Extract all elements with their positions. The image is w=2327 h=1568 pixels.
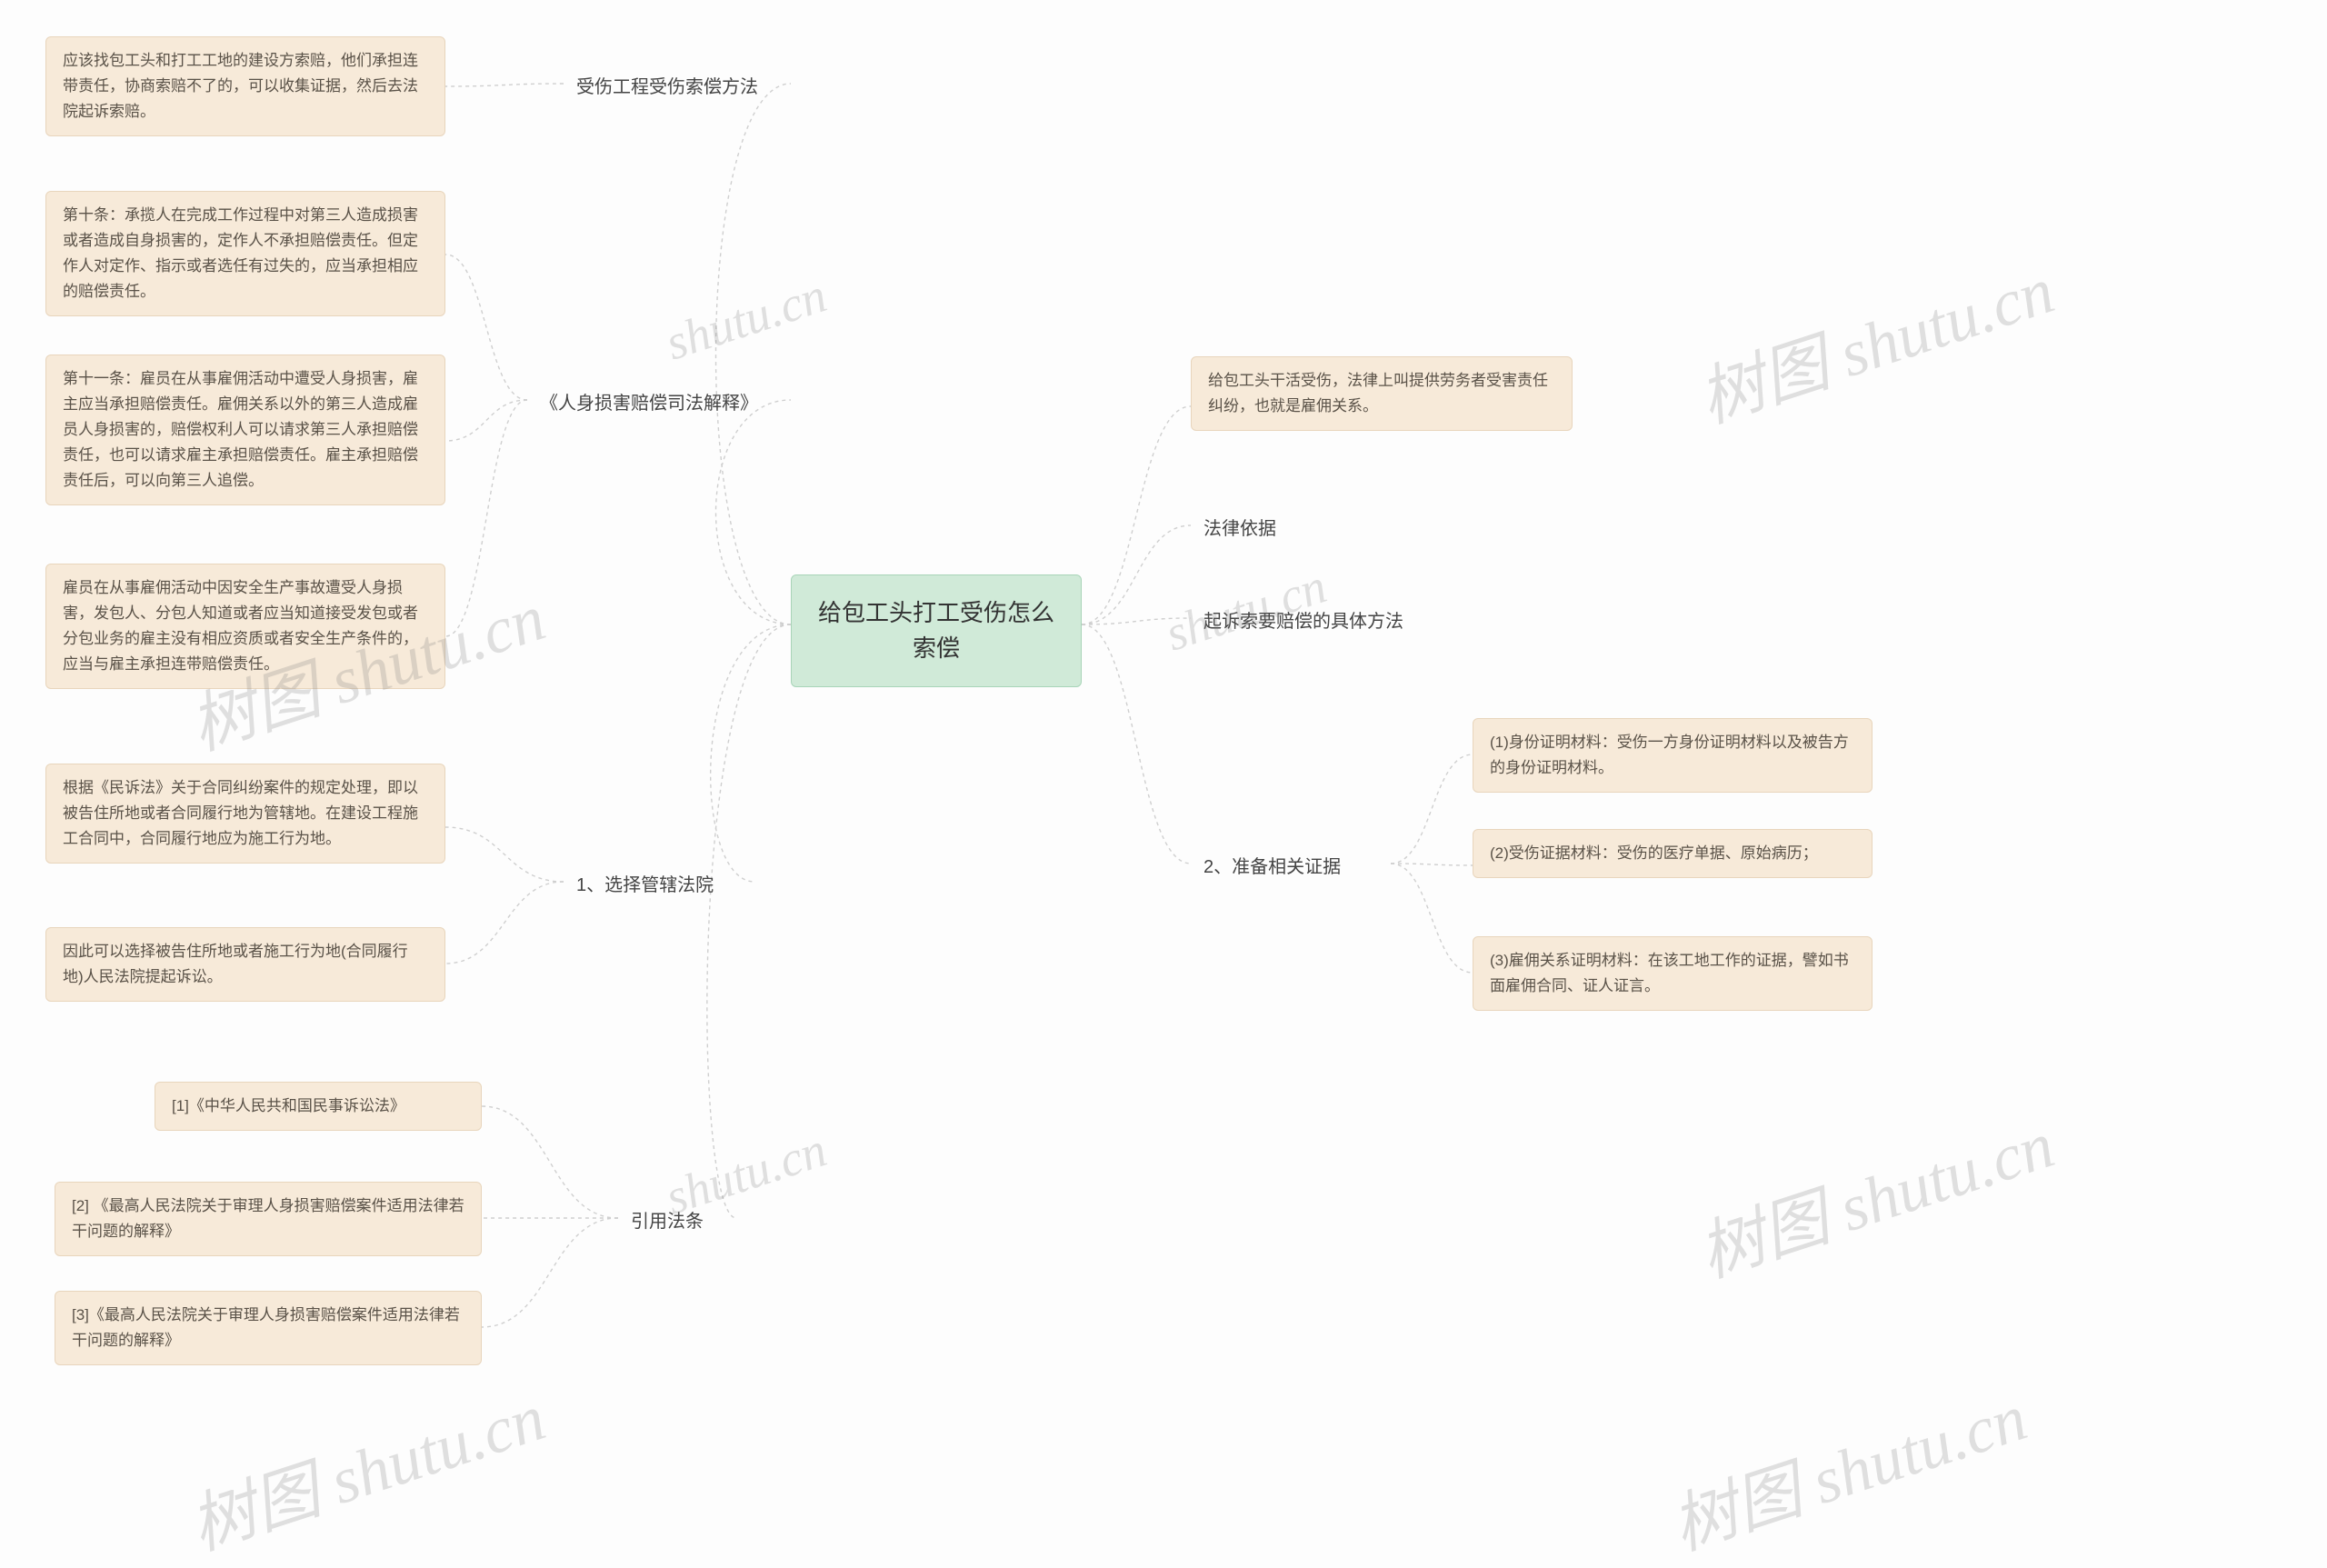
right-branch-3-child-1: (2)受伤证据材料：受伤的医疗单据、原始病历； <box>1473 829 1873 878</box>
left-branch-1-child-1: 第十一条：雇员在从事雇佣活动中遭受人身损害，雇主应当承担赔偿责任。雇佣关系以外的… <box>45 355 445 505</box>
left-branch-2: 1、选择管辖法院 <box>564 864 726 908</box>
left-branch-1-child-2: 雇员在从事雇佣活动中因安全生产事故遭受人身损害，发包人、分包人知道或者应当知道接… <box>45 564 445 689</box>
left-branch-0: 受伤工程受伤索偿方法 <box>564 65 771 110</box>
right-branch-2: 起诉索要赔偿的具体方法 <box>1191 600 1416 644</box>
mindmap-canvas: 给包工头打工受伤怎么索偿 给包工头干活受伤，法律上叫提供劳务者受害责任纠纷，也就… <box>0 0 2327 1559</box>
left-branch-3-child-1: [2] 《最高人民法院关于审理人身损害赔偿案件适用法律若干问题的解释》 <box>55 1182 482 1256</box>
right-branch-3-child-0: (1)身份证明材料：受伤一方身份证明材料以及被告方的身份证明材料。 <box>1473 718 1873 793</box>
right-branch-0: 给包工头干活受伤，法律上叫提供劳务者受害责任纠纷，也就是雇佣关系。 <box>1191 356 1573 431</box>
left-branch-1: 《人身损害赔偿司法解释》 <box>527 382 771 426</box>
left-branch-1-child-0: 第十条：承揽人在完成工作过程中对第三人造成损害或者造成自身损害的，定作人不承担赔… <box>45 191 445 316</box>
center-node: 给包工头打工受伤怎么索偿 <box>791 574 1082 687</box>
right-branch-3: 2、准备相关证据 <box>1191 845 1353 890</box>
left-branch-0-child-0: 应该找包工头和打工工地的建设方索赔，他们承担连带责任，协商索赔不了的，可以收集证… <box>45 36 445 136</box>
watermark: 树图 shutu.cn <box>1685 1091 2064 1295</box>
watermark: 树图 shutu.cn <box>1658 1363 2037 1568</box>
left-branch-3: 引用法条 <box>618 1200 716 1244</box>
right-branch-3-child-2: (3)雇佣关系证明材料：在该工地工作的证据，譬如书面雇佣合同、证人证言。 <box>1473 936 1873 1011</box>
watermark: shutu.cn <box>659 266 834 371</box>
left-branch-2-child-1: 因此可以选择被告住所地或者施工行为地(合同履行地)人民法院提起诉讼。 <box>45 927 445 1002</box>
watermark: 树图 shutu.cn <box>1685 236 2064 441</box>
left-branch-3-child-0: [1]《中华人民共和国民事诉讼法》 <box>155 1082 482 1131</box>
watermark: 树图 shutu.cn <box>176 1363 555 1568</box>
left-branch-2-child-0: 根据《民诉法》关于合同纠纷案件的规定处理，即以被告住所地或者合同履行地为管辖地。… <box>45 764 445 864</box>
left-branch-3-child-2: [3]《最高人民法院关于审理人身损害赔偿案件适用法律若干问题的解释》 <box>55 1291 482 1365</box>
right-branch-1: 法律依据 <box>1191 507 1289 552</box>
